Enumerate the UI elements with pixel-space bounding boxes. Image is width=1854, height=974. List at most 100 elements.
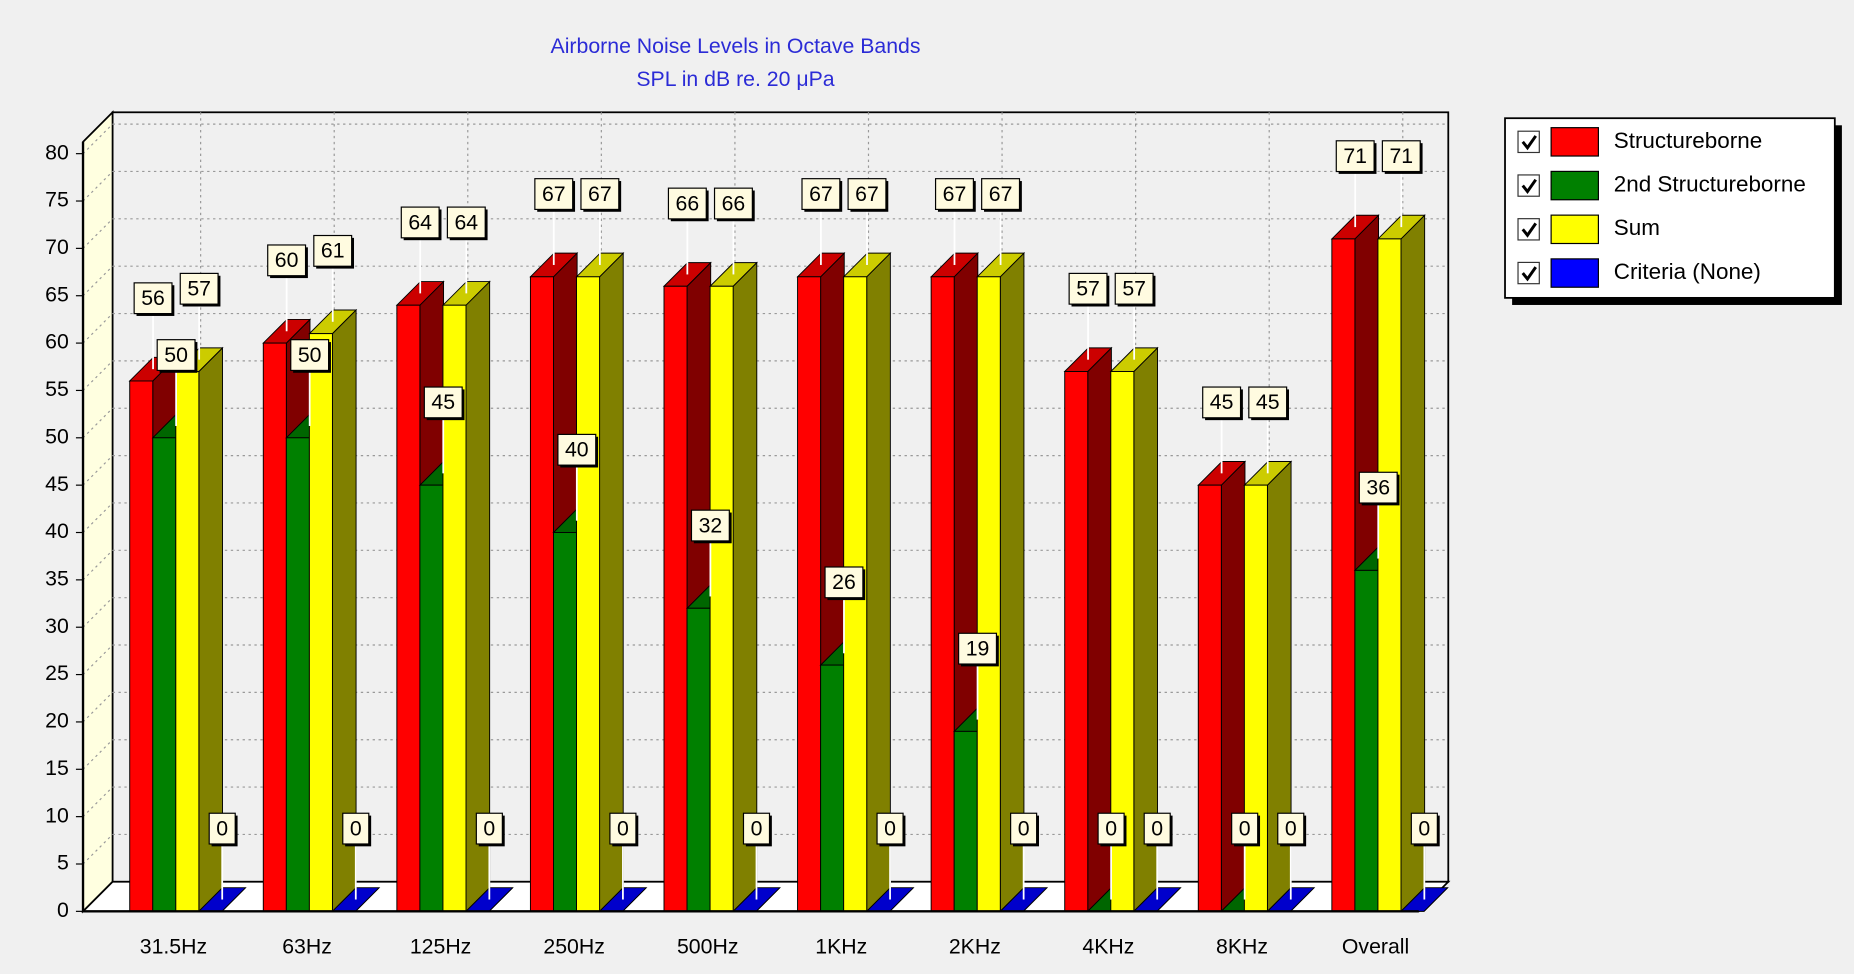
legend-checkmark (1521, 178, 1537, 194)
y-tick-label: 0 (57, 898, 69, 922)
legend-swatch (1550, 258, 1599, 288)
value-label: 67 (542, 182, 566, 206)
value-label: 50 (298, 343, 322, 367)
x-tick-label: 500Hz (677, 935, 738, 959)
value-label-box (1114, 272, 1154, 305)
legend-label: Structureborne (1614, 128, 1762, 153)
value-label: 67 (809, 182, 833, 206)
bar (1243, 460, 1293, 913)
bar-side (1400, 214, 1426, 913)
value-label: 26 (832, 570, 856, 594)
value-label-box (1248, 386, 1288, 419)
value-label: 50 (164, 343, 188, 367)
y-tick-label: 80 (45, 140, 69, 164)
value-label: 67 (855, 182, 879, 206)
legend-label: Sum (1614, 215, 1660, 240)
value-label: 61 (321, 239, 345, 263)
bar-front (152, 437, 177, 912)
legend-checkbox[interactable] (1517, 174, 1540, 197)
value-label: 57 (1076, 277, 1100, 301)
grid-line (82, 549, 113, 581)
bar-front (1243, 484, 1268, 912)
value-label: 57 (1122, 277, 1146, 301)
grid-line (82, 171, 113, 202)
value-label-box (1202, 386, 1242, 419)
bar (575, 252, 625, 913)
bar-front (930, 276, 955, 912)
value-label: 0 (483, 816, 495, 840)
legend-checkmark (1521, 266, 1537, 282)
value-label: 32 (699, 513, 723, 537)
legend-checkmark (1521, 222, 1537, 238)
value-label-box (1068, 272, 1108, 305)
value-label-box (1335, 140, 1375, 173)
bar-front (686, 607, 711, 912)
value-label-box (534, 178, 574, 211)
y-tick-label: 20 (45, 709, 69, 733)
bar-front (529, 276, 554, 912)
grid-line (82, 313, 113, 344)
y-tick-label: 35 (45, 566, 69, 590)
x-tick-label: 125Hz (410, 935, 471, 959)
y-tick-label: 70 (45, 235, 69, 259)
x-tick-label: 250Hz (543, 935, 604, 959)
y-tick-label: 75 (45, 188, 69, 212)
bar-front (1331, 238, 1356, 912)
legend-label: 2nd Structureborne (1614, 172, 1806, 197)
bar-side (599, 252, 624, 913)
value-label-box (179, 272, 219, 305)
grid-line (82, 265, 113, 297)
bar-front (175, 371, 200, 912)
y-tick-label: 10 (45, 803, 69, 827)
bar-front (262, 342, 287, 912)
y-tick-label: 55 (45, 377, 69, 401)
value-label-box (580, 178, 620, 211)
legend-checkbox[interactable] (1517, 218, 1540, 241)
value-label-box (742, 812, 771, 845)
value-label-box (1381, 140, 1421, 173)
legend-swatch (1550, 170, 1599, 201)
value-label-box (1358, 471, 1398, 504)
y-tick-label: 25 (45, 661, 69, 685)
value-label: 0 (1151, 816, 1163, 840)
legend-swatch (1550, 127, 1599, 157)
grid-line (82, 455, 113, 486)
y-tick-label: 40 (45, 519, 69, 543)
y-tick-label: 30 (45, 614, 69, 638)
bar (441, 280, 491, 913)
value-label-box (290, 339, 330, 372)
value-label: 45 (431, 390, 455, 414)
grid-line (82, 123, 113, 155)
value-label: 0 (1285, 816, 1297, 840)
value-label-box (690, 509, 730, 542)
legend-checkbox[interactable] (1517, 130, 1540, 154)
value-label-box (208, 812, 236, 845)
value-label-box (1231, 812, 1259, 845)
bar-front (1377, 238, 1402, 912)
bar-front (820, 664, 845, 912)
value-label: 45 (1256, 390, 1280, 414)
value-label-box (313, 234, 353, 267)
value-label-box (801, 178, 841, 211)
value-label-box (609, 812, 637, 845)
y-tick-label: 50 (45, 424, 69, 448)
bar-front (129, 380, 154, 912)
value-label: 67 (588, 182, 612, 206)
value-label-box (876, 812, 904, 845)
bar-front (308, 333, 333, 912)
legend-swatch (1550, 214, 1599, 245)
bar-front (1197, 484, 1222, 912)
bar-front (797, 276, 822, 912)
y-tick-label: 15 (45, 756, 69, 780)
bar-front (1064, 371, 1089, 912)
bar-front (663, 285, 688, 912)
value-label-box (981, 178, 1021, 211)
value-label: 66 (722, 191, 746, 215)
grid-line (82, 218, 113, 249)
value-label: 0 (617, 816, 629, 840)
chart-title: Airborne Noise Levels in Octave Bands (551, 34, 921, 58)
value-label-box (423, 386, 463, 419)
legend-checkbox[interactable] (1517, 261, 1540, 285)
x-tick-label: 8KHz (1216, 935, 1268, 959)
value-label-box (667, 187, 707, 220)
